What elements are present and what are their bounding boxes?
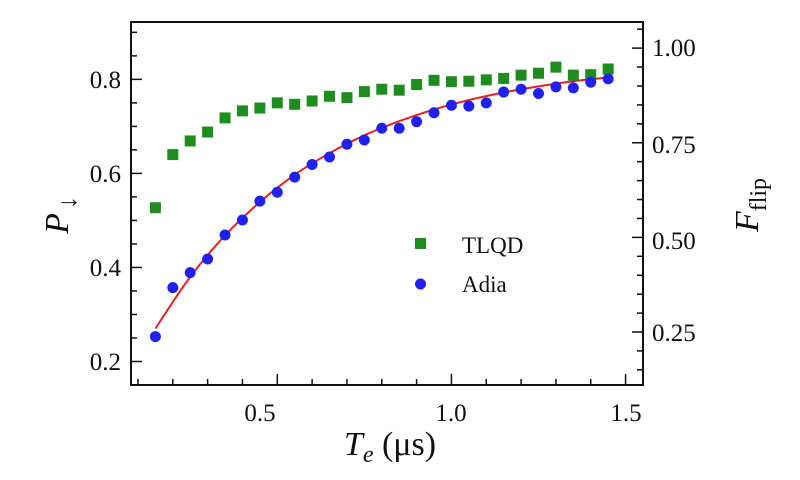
adia-point — [428, 107, 440, 119]
y2-tick-label: 0.50 — [652, 228, 696, 255]
plot-frame — [130, 21, 644, 386]
tlqd-point — [376, 83, 388, 95]
adia-point — [411, 116, 423, 128]
y-tick-label: 0.4 — [90, 255, 122, 282]
adia-point — [271, 186, 283, 198]
legend-label: TLQD — [462, 233, 523, 258]
tlqd-point — [498, 72, 510, 84]
adia-point — [149, 331, 161, 343]
tlqd-point — [463, 75, 475, 87]
tlqd-point — [306, 95, 318, 107]
y-tick-label: 0.2 — [90, 349, 121, 376]
adia-point — [376, 122, 388, 134]
adia-point — [306, 158, 318, 170]
tlqd-point — [550, 61, 562, 73]
tlqd-point — [184, 135, 196, 147]
tlqd-point — [289, 98, 301, 110]
tlqd-point — [515, 69, 527, 81]
legend-marker-adia — [415, 278, 426, 290]
tlqd-point — [411, 79, 423, 91]
tlqd-point — [271, 97, 283, 109]
tlqd-point — [202, 126, 214, 138]
x-axis-label: Te (μs) — [344, 426, 436, 468]
adia-point — [445, 99, 457, 111]
adia-point — [498, 86, 510, 98]
adia-point — [254, 195, 266, 207]
tlqd-point — [254, 102, 266, 114]
adia-point — [358, 134, 370, 146]
y-tick-label: 0.6 — [90, 161, 121, 188]
adia-point — [515, 83, 527, 95]
tlqd-point — [480, 74, 492, 86]
tlqd-point — [358, 86, 370, 98]
axis-ticks — [131, 28, 643, 386]
y2-tick-label: 1.00 — [652, 35, 696, 62]
tlqd-point — [533, 67, 545, 79]
y-tick-label: 0.8 — [90, 67, 121, 94]
tlqd-point — [167, 149, 179, 161]
adia-point — [550, 81, 562, 93]
tlqd-point — [149, 202, 161, 214]
adia-point — [289, 171, 301, 183]
y2-tick-label: 0.25 — [652, 320, 696, 347]
tlqd-point — [219, 112, 231, 124]
tlqd-point — [393, 84, 405, 96]
adia-point — [533, 87, 545, 99]
x-tick-label: 0.5 — [244, 400, 275, 427]
x-tick-label: 1.5 — [610, 400, 641, 427]
adia-point — [463, 100, 475, 112]
tlqd-point — [585, 69, 597, 81]
adia-point — [184, 267, 196, 279]
adia-point — [324, 151, 336, 163]
tlqd-point — [602, 63, 614, 75]
tlqd-point — [567, 69, 579, 81]
y-axis-label: P↓ — [39, 196, 82, 235]
plot-marks — [149, 61, 614, 343]
adia-point — [341, 138, 353, 150]
y2-axis-label: Fflip — [729, 178, 772, 233]
adia-point — [219, 229, 231, 241]
legend-label: Adia — [462, 272, 507, 297]
adia-point — [236, 214, 248, 226]
adia-point — [480, 97, 492, 109]
legend-marker-tlqd — [415, 238, 426, 249]
tlqd-point — [324, 90, 336, 102]
y2-tick-label: 0.75 — [652, 132, 696, 159]
tlqd-point — [341, 92, 353, 104]
legend: TLQD Adia — [415, 233, 523, 297]
adia-point — [202, 253, 214, 265]
adia-point — [602, 73, 614, 85]
x-tick-label: 1.0 — [435, 400, 466, 427]
tlqd-point — [236, 105, 248, 117]
adia-point — [585, 76, 597, 88]
adia-point — [167, 282, 179, 294]
tlqd-point — [428, 74, 440, 86]
adia-point — [393, 122, 405, 134]
adia-point — [567, 82, 579, 94]
tlqd-point — [445, 76, 457, 88]
